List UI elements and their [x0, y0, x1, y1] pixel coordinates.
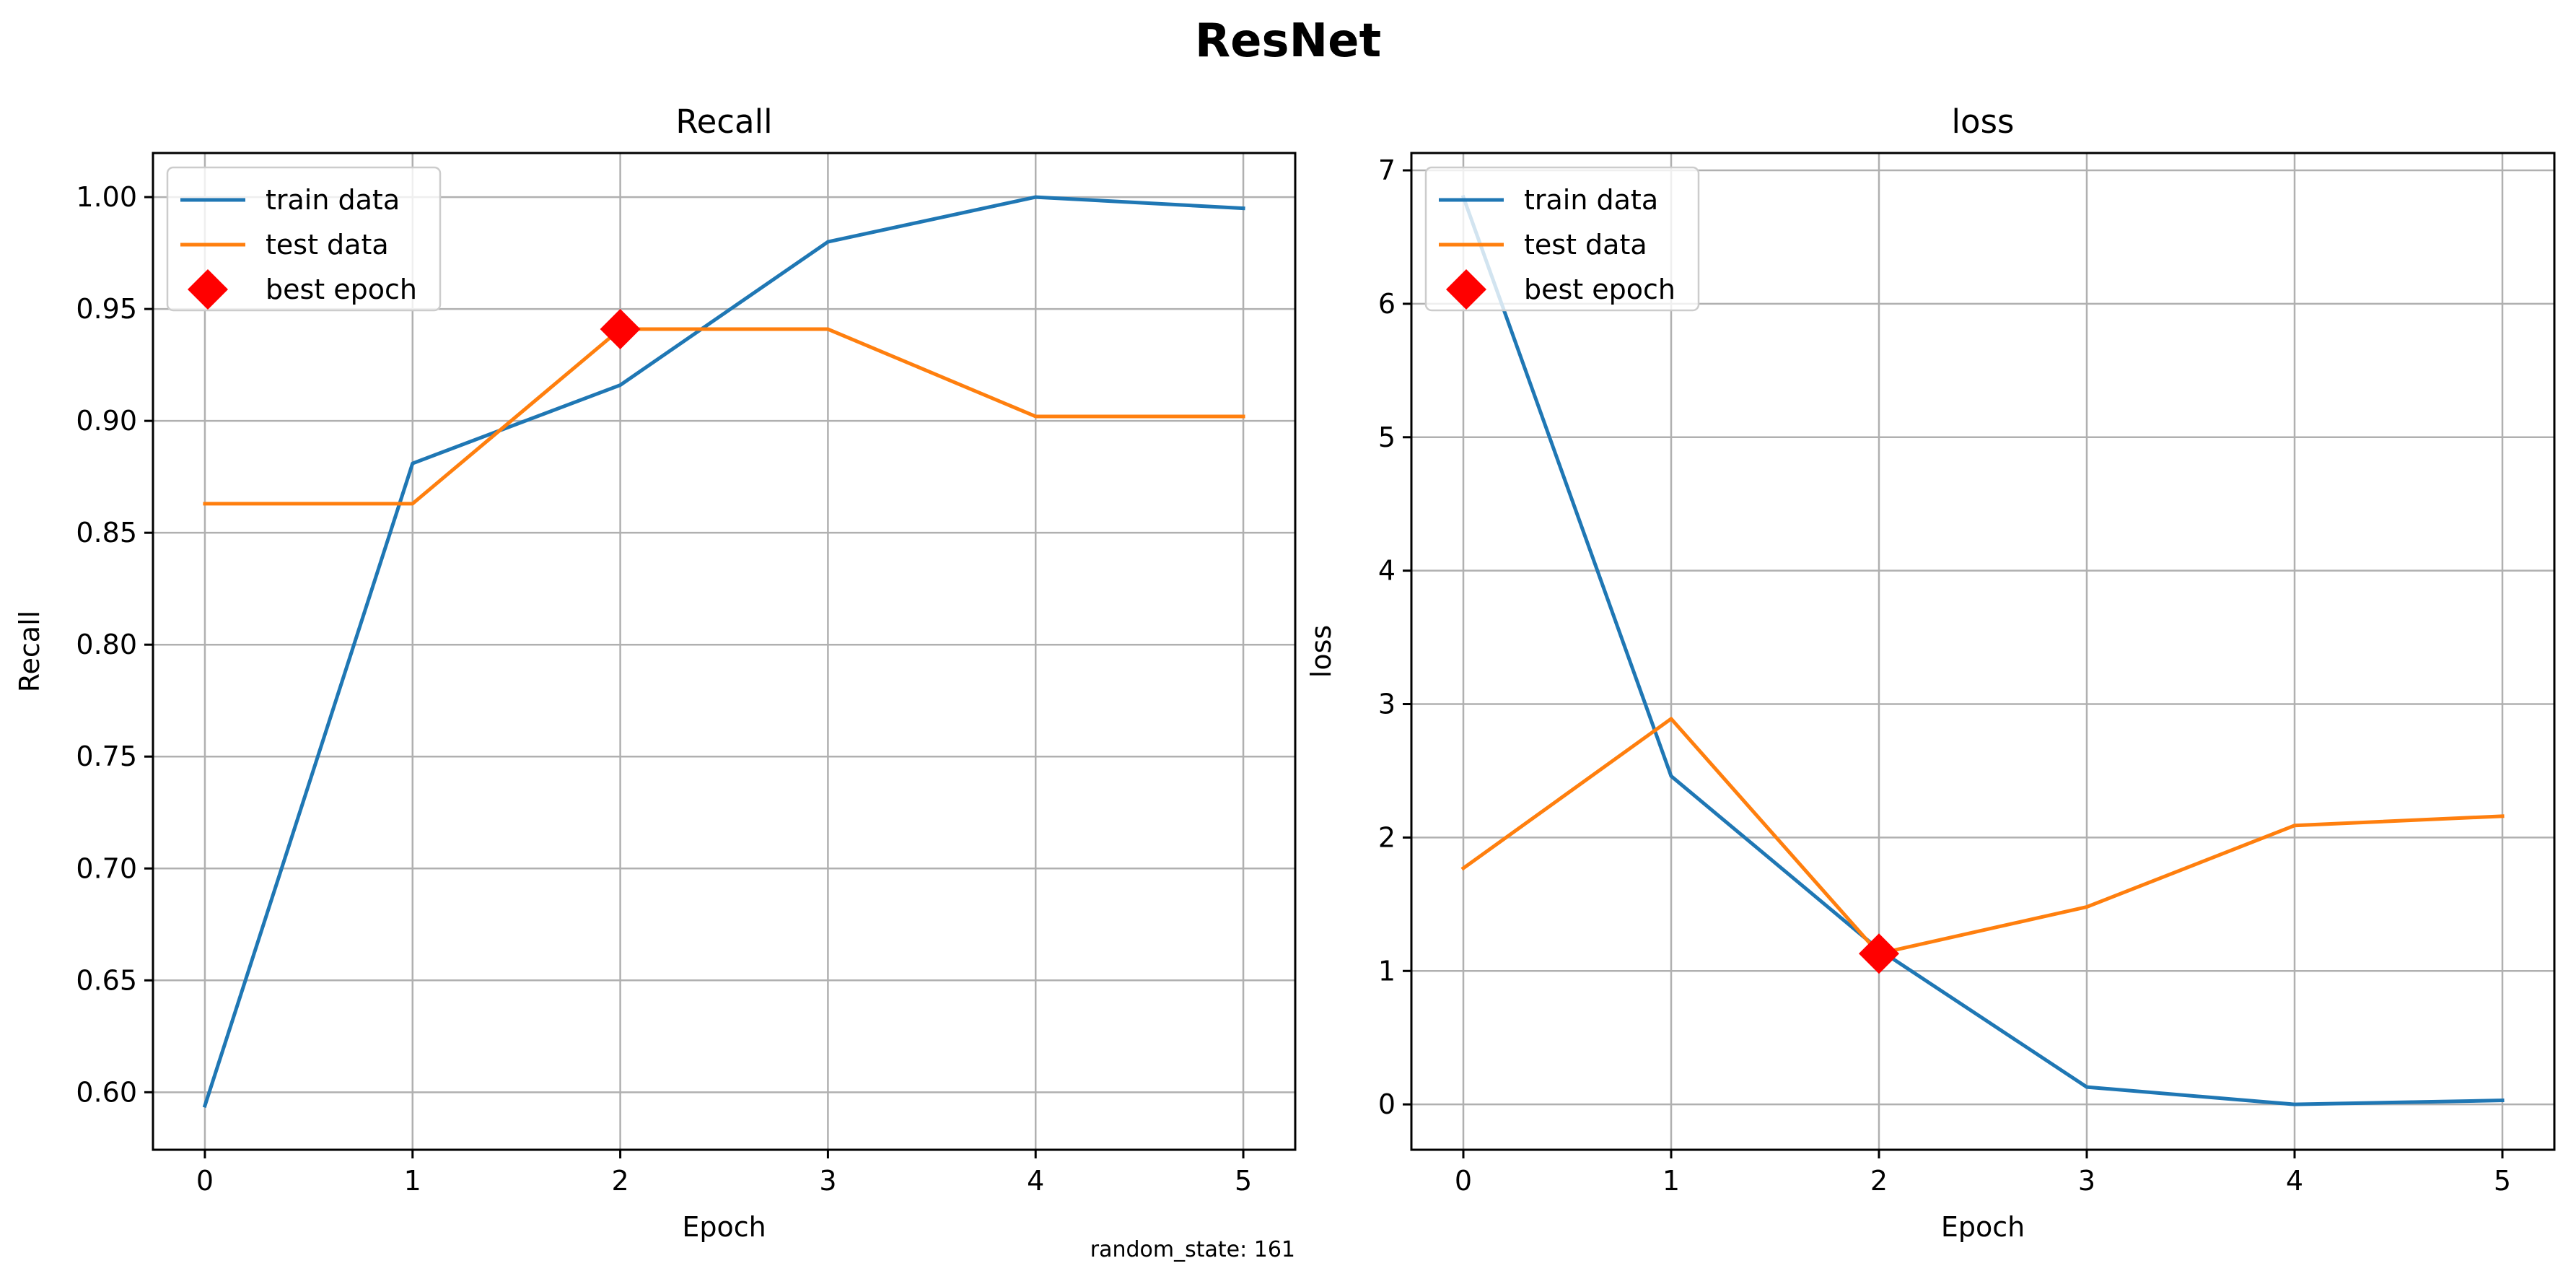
loss-best-epoch-marker	[1859, 933, 1899, 974]
loss-x-tick-label: 5	[2494, 1165, 2511, 1197]
loss-y-tick-label: 2	[1378, 821, 1396, 853]
loss-chart-title: loss	[1952, 102, 2015, 141]
recall-y-tick-label: 0.70	[76, 852, 137, 884]
recall-best-epoch-marker	[600, 309, 641, 350]
loss-y-tick-label: 1	[1378, 955, 1396, 987]
recall-x-tick-label: 0	[196, 1165, 214, 1197]
loss-legend-box	[1424, 166, 1700, 312]
loss-x-tick-label: 2	[1870, 1165, 1888, 1197]
recall-y-tick-label: 0.85	[76, 517, 137, 549]
recall-y-tick-label: 0.80	[76, 629, 137, 660]
loss-legend-test-label: test data	[1524, 229, 1647, 261]
recall-y-axis-label: Recall	[14, 611, 45, 692]
recall-legend-train-label: train data	[266, 184, 400, 216]
recall-chart: Recall 0 1 2 3 4 5 0.60 0.65 0.70 0.75 0.80 0.85 0.90…	[14, 102, 1297, 1243]
loss-y-tick-label: 3	[1378, 689, 1396, 720]
recall-y-tick-label: 1.00	[76, 181, 137, 213]
recall-legend-test-label: test data	[266, 229, 389, 261]
recall-legend-best-swatch	[188, 269, 228, 310]
loss-y-tick-label: 0	[1378, 1088, 1396, 1120]
loss-y-tick-label: 5	[1378, 422, 1396, 453]
recall-chart-title: Recall	[675, 102, 772, 141]
loss-legend-train-label: train data	[1524, 184, 1658, 216]
recall-axes-frame	[152, 152, 1297, 1151]
recall-x-tick-label: 5	[1235, 1165, 1252, 1197]
loss-train-line	[1460, 194, 2505, 1106]
loss-x-tick-label: 4	[2286, 1165, 2303, 1197]
random-state-annotation: random_state: 161	[1090, 1237, 1295, 1262]
recall-test-line	[203, 327, 1245, 506]
recall-legend: train data test data best epoch	[166, 166, 442, 312]
loss-test-line	[1460, 717, 2505, 956]
loss-y-axis-label: loss	[1305, 625, 1337, 678]
recall-train-line	[202, 195, 1245, 1109]
recall-x-axis-label: Epoch	[682, 1211, 766, 1243]
loss-chart: loss 0 1 2 3 4 5 0 1 2 3 4 5 6 7 Epoch loss train data tes…	[1305, 102, 2556, 1243]
loss-legend-best-label: best epoch	[1524, 274, 1675, 305]
recall-y-tick-label: 0.95	[76, 293, 137, 325]
recall-x-tick-label: 1	[404, 1165, 421, 1197]
loss-y-tick-label: 7	[1378, 154, 1396, 186]
loss-x-axis-label: Epoch	[1941, 1211, 2025, 1243]
loss-axes-frame	[1410, 152, 2556, 1151]
recall-y-tick-label: 0.75	[76, 741, 137, 772]
loss-x-tick-label: 1	[1662, 1165, 1680, 1197]
recall-y-tick-label: 0.90	[76, 405, 137, 437]
loss-y-tick-label: 6	[1378, 288, 1396, 320]
loss-legend-best-swatch	[1446, 269, 1486, 310]
figure-title: ResNet	[1195, 14, 1381, 68]
recall-x-tick-label: 2	[611, 1165, 628, 1197]
recall-legend-box	[166, 166, 442, 312]
loss-legend: train data test data best epoch	[1424, 166, 1700, 312]
recall-y-tick-label: 0.65	[76, 964, 137, 996]
loss-x-tick-label: 0	[1455, 1165, 1472, 1197]
loss-y-tick-label: 4	[1378, 555, 1396, 587]
recall-y-tick-label: 0.60	[76, 1076, 137, 1108]
recall-x-tick-label: 4	[1027, 1165, 1044, 1197]
recall-x-tick-label: 3	[819, 1165, 836, 1197]
loss-x-tick-label: 3	[2078, 1165, 2095, 1197]
recall-legend-best-label: best epoch	[266, 274, 417, 305]
